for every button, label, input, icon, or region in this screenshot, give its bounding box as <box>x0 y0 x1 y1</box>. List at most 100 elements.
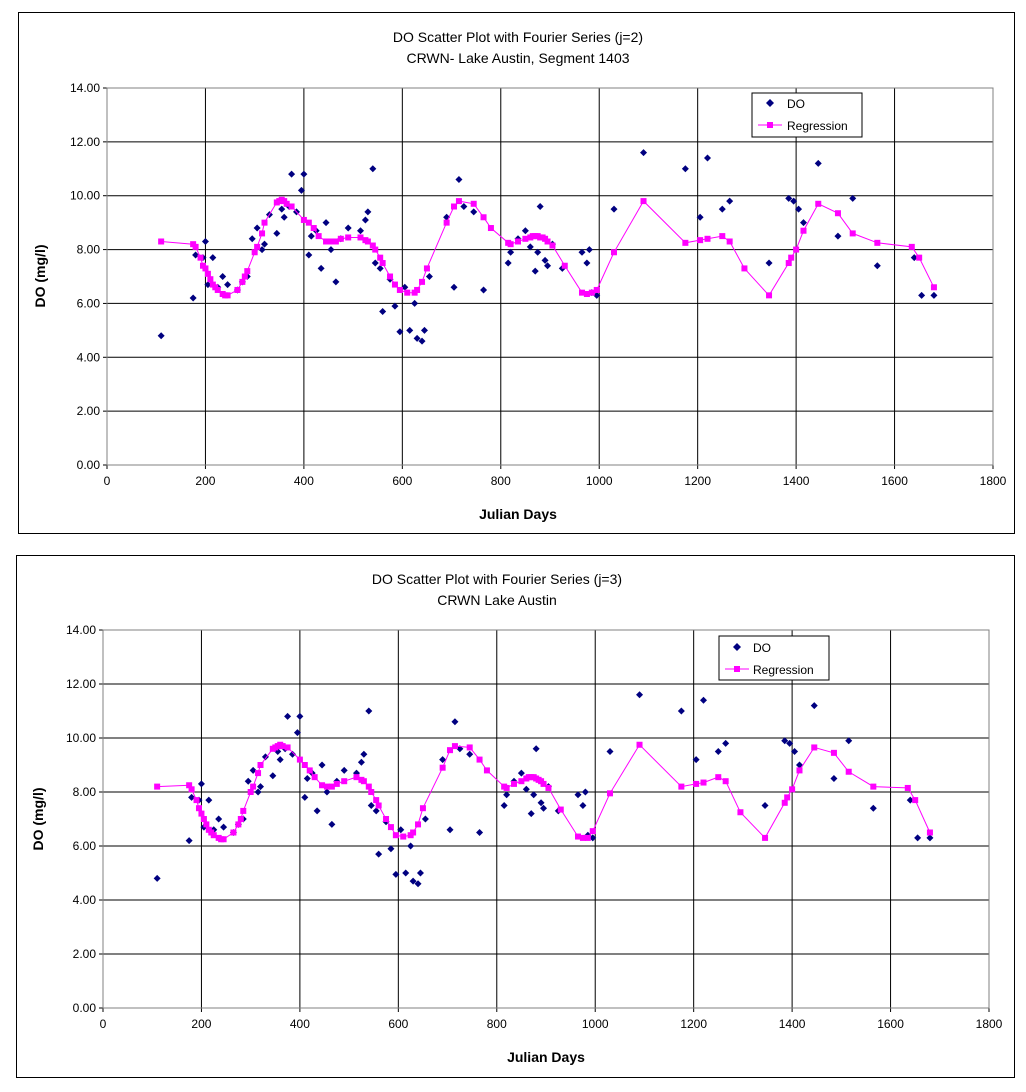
regression-series-line <box>161 199 935 297</box>
regression-point <box>443 219 450 226</box>
regression-point <box>480 214 487 221</box>
y-tick-label: 4.00 <box>73 893 97 907</box>
do-point <box>517 769 525 777</box>
do-point <box>470 208 478 216</box>
do-point <box>521 227 529 235</box>
regression-point <box>261 219 268 226</box>
regression-point <box>251 249 258 256</box>
x-tick-label: 600 <box>392 474 412 488</box>
regression-point <box>328 783 335 790</box>
do-point <box>791 748 799 755</box>
do-point <box>322 219 330 227</box>
do-point <box>418 337 426 345</box>
do-point <box>376 264 384 272</box>
do-point <box>313 807 321 815</box>
x-tick-label: 1600 <box>877 1017 904 1031</box>
regression-point <box>337 235 344 242</box>
do-point <box>785 194 793 202</box>
do-point <box>480 286 488 294</box>
regression-point <box>503 784 510 791</box>
do-point <box>918 291 926 299</box>
chart-2: DO Scatter Plot with Fourier Series (j=3… <box>16 555 1015 1078</box>
regression-point <box>781 799 788 806</box>
regression-point <box>372 246 379 253</box>
x-tick-label: 1200 <box>680 1017 707 1031</box>
do-point <box>301 793 309 801</box>
regression-point <box>404 289 411 296</box>
regression-point <box>310 225 317 232</box>
x-tick-label: 1400 <box>779 1017 806 1031</box>
do-point <box>360 750 368 758</box>
regression-point <box>451 203 458 210</box>
regression-point <box>455 198 462 205</box>
regression-point <box>254 243 261 250</box>
regression-point <box>392 832 399 839</box>
do-point <box>610 205 618 213</box>
chart-subtitle: CRWN Lake Austin <box>437 592 557 608</box>
regression-point <box>383 816 390 822</box>
regression-point <box>930 284 937 291</box>
do-point <box>583 259 591 267</box>
legend-do-label: DO <box>787 97 805 111</box>
do-point <box>677 707 685 715</box>
do-point <box>540 804 548 812</box>
do-point <box>606 748 614 755</box>
do-point <box>532 745 540 753</box>
regression-point <box>845 768 852 775</box>
regression-point <box>237 816 244 822</box>
regression-point <box>373 797 380 804</box>
regression-point <box>715 774 722 781</box>
do-point <box>220 823 228 831</box>
do-point <box>365 707 373 715</box>
regression-point <box>244 268 251 275</box>
regression-point <box>606 790 613 797</box>
x-tick-label: 0 <box>100 1017 107 1031</box>
do-point <box>914 834 922 842</box>
do-point <box>421 815 429 823</box>
y-tick-label: 12.00 <box>70 135 100 149</box>
regression-point <box>220 836 227 843</box>
regression-point <box>789 786 796 793</box>
y-tick-label: 0.00 <box>73 1001 97 1015</box>
regression-point <box>360 778 367 785</box>
do-point <box>456 745 464 753</box>
do-point <box>527 810 535 818</box>
regression-point <box>365 783 372 790</box>
regression-point <box>815 200 822 207</box>
plot-area: 0 200 400 600 800 1000 1200 1400 1600 1800 0.00 2.0… <box>66 623 1003 1031</box>
regression-point <box>784 794 791 801</box>
do-point <box>526 243 534 251</box>
regression-point <box>306 767 313 774</box>
do-point <box>640 149 648 157</box>
x-tick-label: 1400 <box>783 474 810 488</box>
do-point <box>340 766 348 774</box>
regression-point <box>700 779 707 786</box>
do-point <box>593 291 601 299</box>
do-point <box>845 737 853 745</box>
do-point <box>704 154 712 162</box>
do-point <box>185 837 193 845</box>
regression-point <box>584 834 591 841</box>
x-tick-label: 200 <box>195 474 215 488</box>
regression-point <box>241 273 248 280</box>
regression-point <box>301 762 308 768</box>
do-point <box>224 281 232 289</box>
do-point <box>413 334 421 342</box>
regression-point <box>288 203 295 210</box>
do-point <box>402 869 410 877</box>
regression-point <box>439 764 446 771</box>
regression-point <box>368 789 375 795</box>
y-tick-label: 10.00 <box>70 189 100 203</box>
do-point <box>401 283 409 291</box>
regression-point <box>762 834 769 841</box>
do-point <box>209 254 217 262</box>
do-point <box>790 197 798 205</box>
regression-point <box>610 249 617 256</box>
do-point <box>387 845 395 853</box>
do-point <box>375 850 383 858</box>
do-point <box>765 259 773 267</box>
x-axis-title: Julian Days <box>479 506 557 522</box>
regression-point <box>234 286 241 293</box>
regression-point <box>396 286 403 293</box>
do-point <box>327 246 335 254</box>
